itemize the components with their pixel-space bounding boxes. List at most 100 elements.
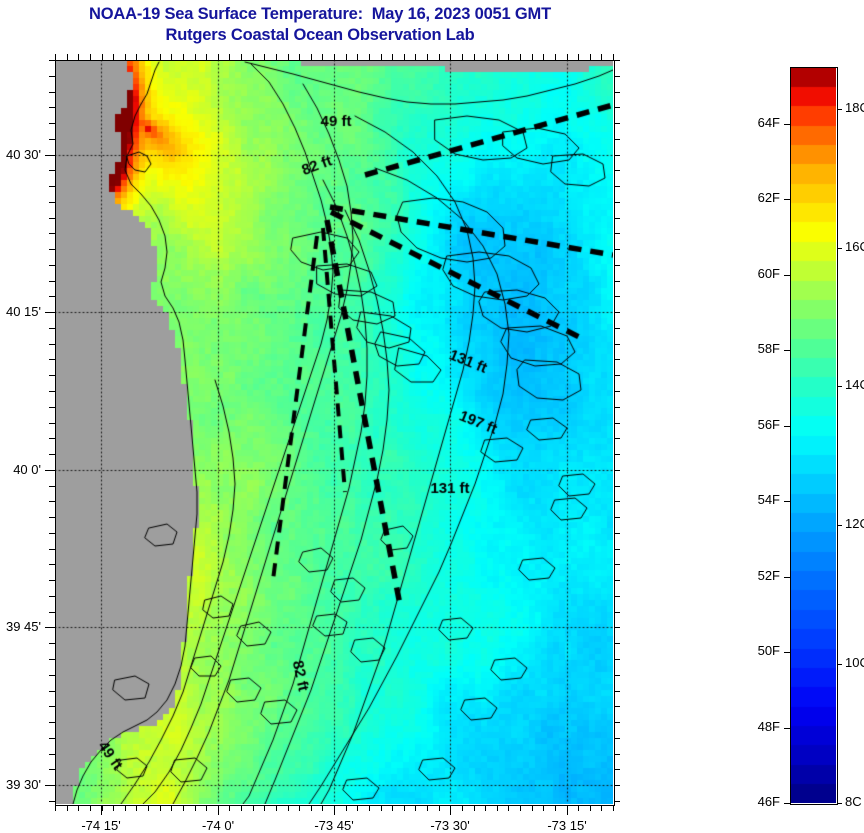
axis-tick [45, 470, 55, 471]
axis-tick [67, 805, 68, 811]
axis-tick [49, 249, 55, 250]
axis-tick [613, 805, 614, 811]
axis-tick [49, 375, 55, 376]
axis-tick [614, 454, 620, 455]
axis-tick [218, 54, 219, 60]
axis-tick [614, 265, 620, 266]
axis-tick [49, 296, 55, 297]
axis-tick [601, 54, 602, 60]
axis-tick [614, 139, 620, 140]
page-title: NOAA-19 Sea Surface Temperature: May 16,… [89, 5, 551, 23]
axis-tick [49, 60, 55, 61]
axis-tick [567, 805, 568, 815]
axis-tick [288, 54, 289, 60]
chart-title-block: NOAA-19 Sea Surface Temperature: May 16,… [0, 4, 640, 46]
axis-tick [218, 805, 219, 815]
y-axis-tick-label: 39 30' [5, 777, 41, 792]
axis-tick [614, 564, 620, 565]
axis-tick [90, 805, 91, 811]
axis-tick [590, 805, 591, 811]
axis-tick [311, 54, 312, 60]
axis-tick [578, 54, 579, 60]
x-axis-tick-label: -73 15' [547, 818, 587, 833]
colorbar-tick [837, 525, 842, 526]
axis-tick [614, 785, 620, 786]
axis-tick [49, 407, 55, 408]
axis-tick [49, 391, 55, 392]
axis-tick [601, 805, 602, 811]
axis-tick [614, 612, 620, 613]
y-axis-tick-label: 39 45' [5, 619, 41, 634]
axis-tick [614, 155, 620, 156]
axis-tick [614, 281, 620, 282]
axis-tick [49, 691, 55, 692]
x-axis-tick-label: -73 30' [430, 818, 470, 833]
axis-tick [136, 54, 137, 60]
axis-tick [49, 454, 55, 455]
axis-tick [183, 54, 184, 60]
colorbar-c-label: 10C [845, 655, 864, 670]
axis-tick [614, 706, 620, 707]
axis-tick [253, 805, 254, 811]
axis-tick [113, 805, 114, 811]
axis-tick [614, 486, 620, 487]
axis-tick [427, 54, 428, 60]
axis-tick [614, 470, 620, 471]
axis-tick [55, 805, 56, 811]
axis-tick [369, 54, 370, 60]
axis-tick [49, 186, 55, 187]
axis-tick [125, 805, 126, 811]
axis-tick [49, 107, 55, 108]
colorbar-f-label: 52F [757, 568, 780, 583]
axis-tick [49, 423, 55, 424]
axis-tick [555, 805, 556, 811]
axis-tick [264, 54, 265, 60]
colorbar-f-label: 60F [757, 266, 780, 281]
axis-tick [614, 738, 620, 739]
axis-tick [253, 54, 254, 60]
axis-tick [49, 675, 55, 676]
axis-tick [49, 76, 55, 77]
axis-tick [148, 54, 149, 60]
axis-tick [49, 218, 55, 219]
axis-tick [346, 54, 347, 60]
axis-tick [614, 801, 620, 802]
axis-tick [497, 805, 498, 811]
axis-tick [614, 407, 620, 408]
axis-tick [49, 344, 55, 345]
axis-tick [334, 805, 335, 815]
axis-tick [55, 54, 56, 60]
axis-tick [450, 54, 451, 60]
colorbar-f-label: 50F [757, 643, 780, 658]
axis-tick [392, 805, 393, 811]
axis-tick [49, 549, 55, 550]
colorbar-tick [837, 803, 842, 804]
axis-tick [49, 643, 55, 644]
axis-tick [614, 76, 620, 77]
colorbar-tick [784, 728, 790, 729]
colorbar-c-label: 12C [845, 516, 864, 531]
axis-tick [614, 675, 620, 676]
axis-tick [614, 549, 620, 550]
axis-tick [614, 186, 620, 187]
axis-tick [614, 533, 620, 534]
colorbar-tick [784, 275, 790, 276]
axis-tick [614, 296, 620, 297]
y-axis-tick-label: 40 15' [5, 304, 41, 319]
sst-heatmap-canvas [55, 60, 613, 804]
axis-tick [578, 805, 579, 811]
axis-tick [462, 54, 463, 60]
axis-tick [381, 805, 382, 811]
axis-tick [264, 805, 265, 811]
axis-tick [148, 805, 149, 811]
axis-tick [45, 785, 55, 786]
axis-tick [404, 805, 405, 811]
axis-tick [241, 54, 242, 60]
colorbar-tick [837, 664, 842, 665]
colorbar-tick [784, 501, 790, 502]
axis-tick [49, 123, 55, 124]
axis-tick [206, 805, 207, 811]
axis-tick [614, 249, 620, 250]
axis-tick [49, 738, 55, 739]
colorbar-f-label: 64F [757, 115, 780, 130]
